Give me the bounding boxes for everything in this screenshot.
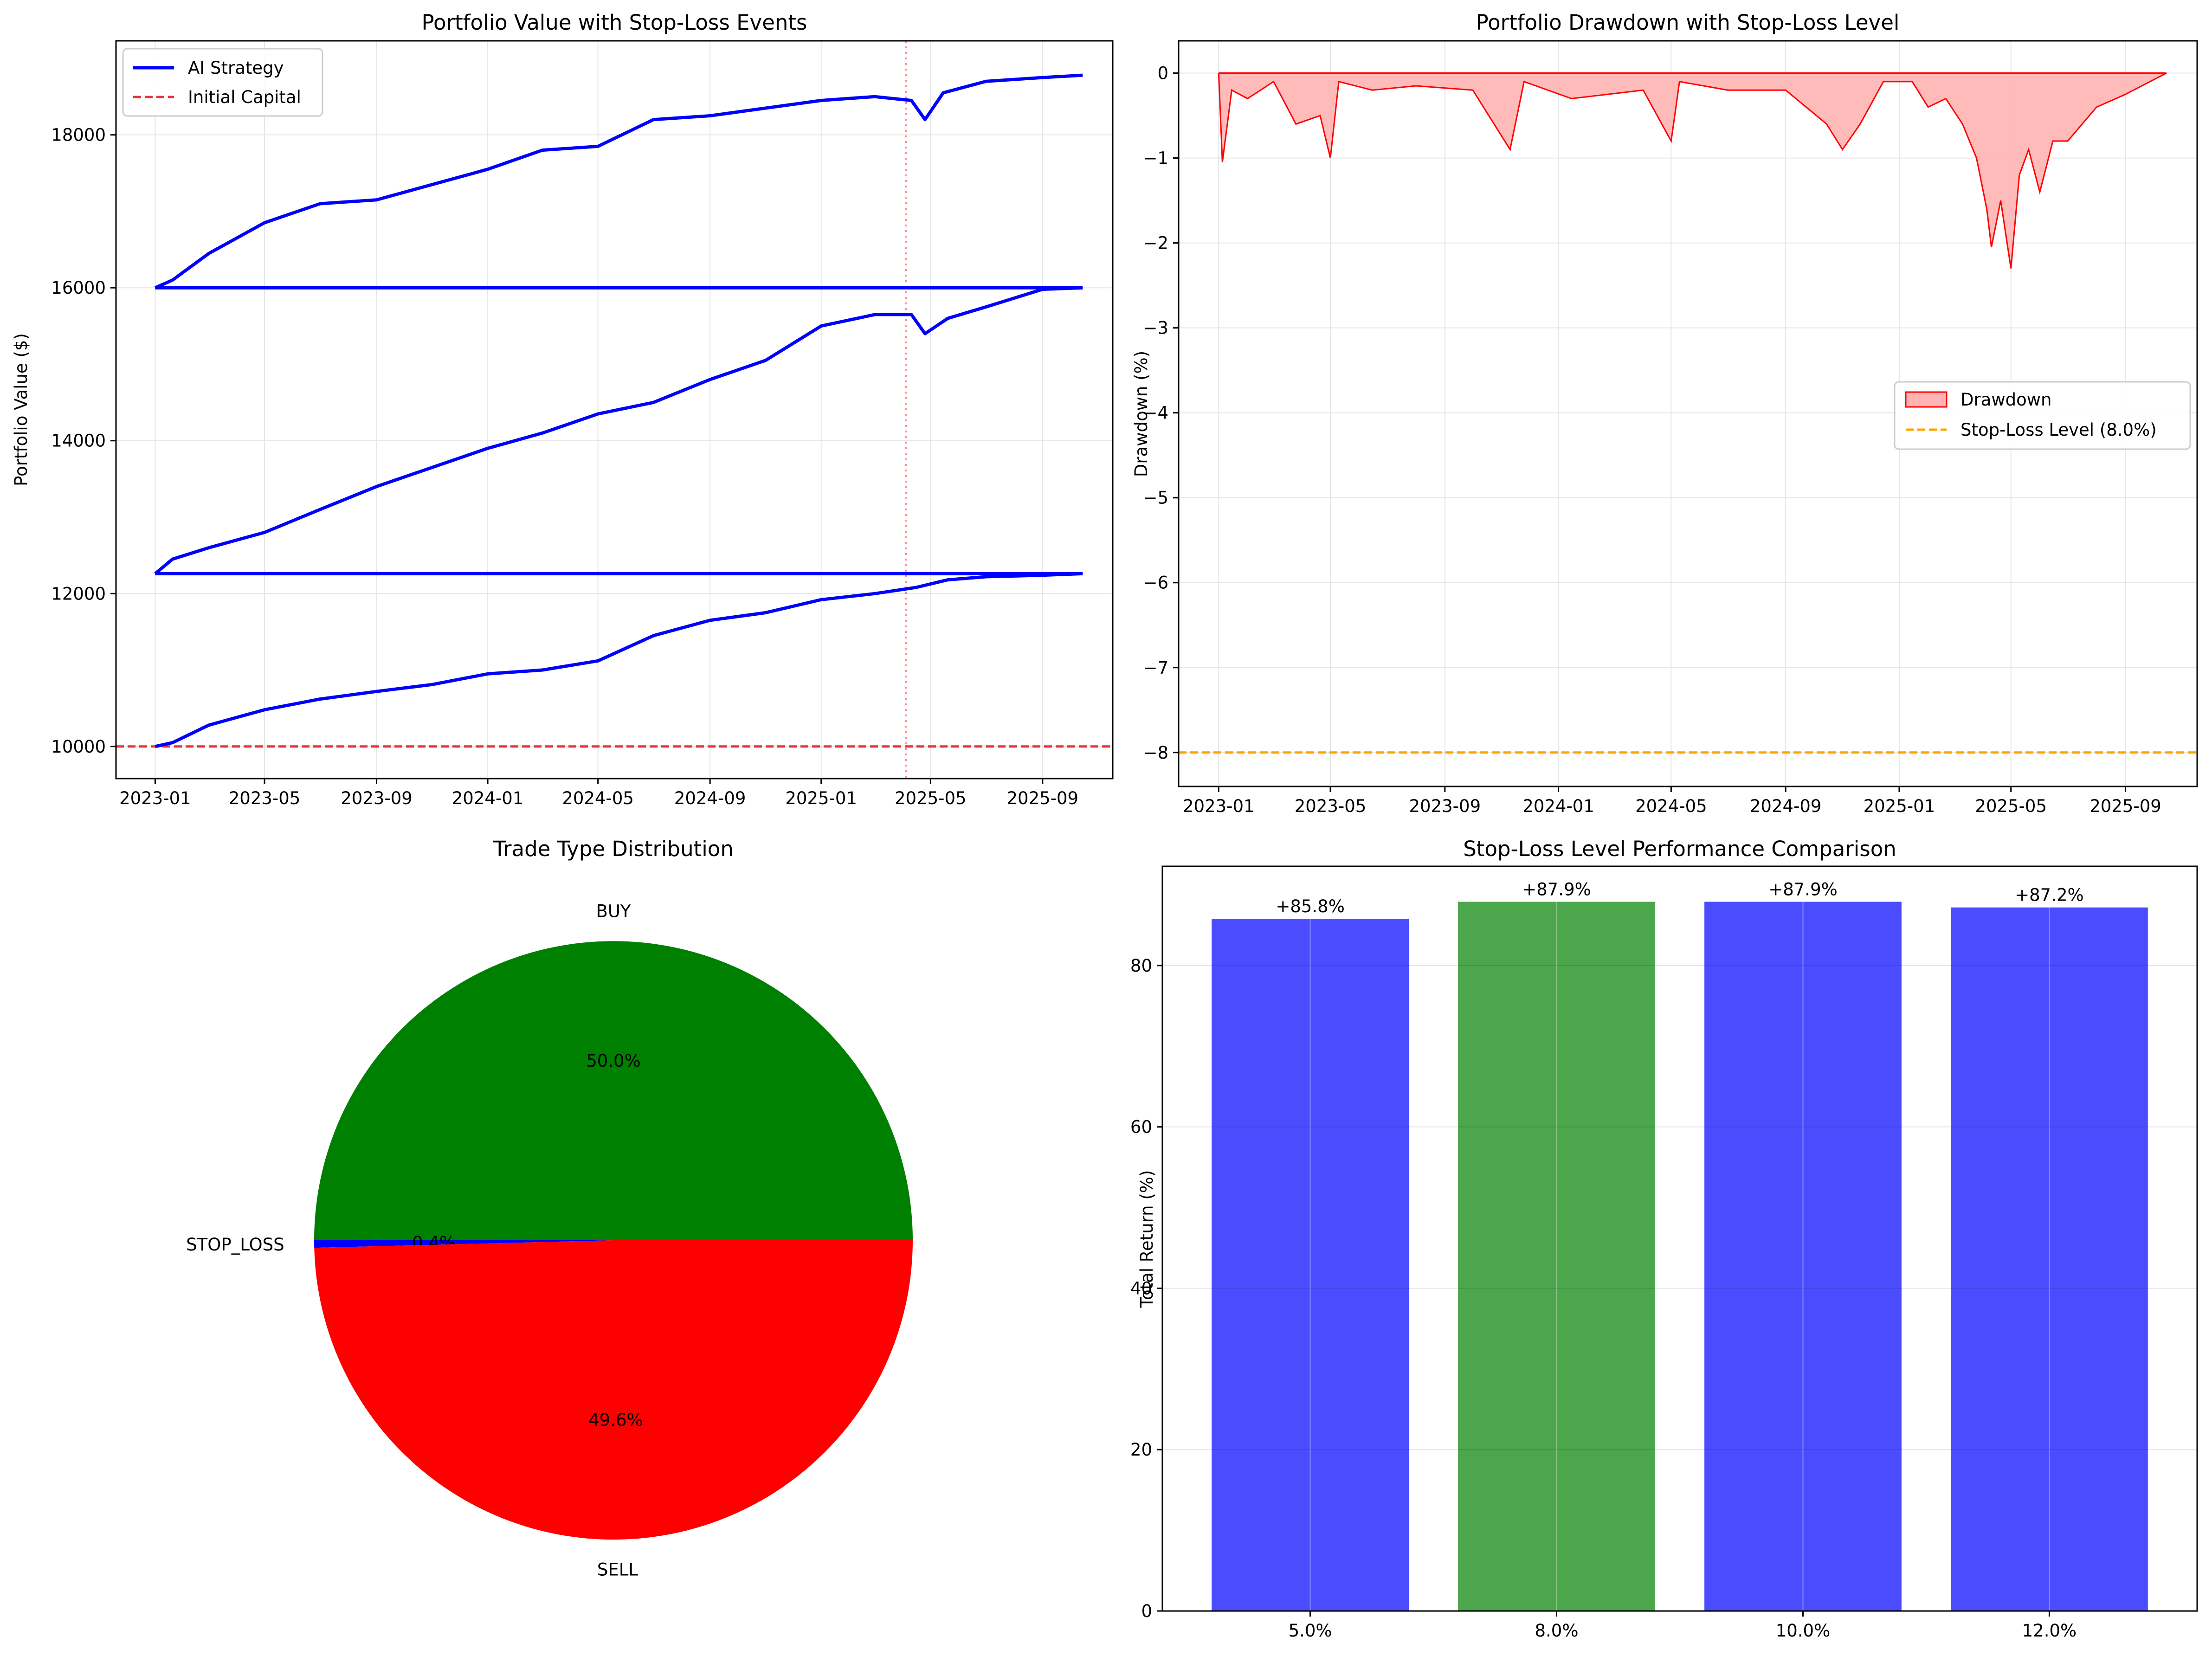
stop-loss-comparison-plot: +85.8% +87.9% +87.9% +87.2% 5.0% 8.0% 10.0% 12… xyxy=(1130,865,2198,1641)
y-tick-label: 12000 xyxy=(51,584,106,604)
return-y-axis-label: Total Return (%) xyxy=(1137,1170,1157,1308)
pie-slice-buy xyxy=(314,941,913,1240)
return-y-ticks: 0 20 40 60 80 xyxy=(1130,956,1162,1621)
initial-capital-legend-label: Initial Capital xyxy=(188,87,301,107)
bar-value-label: +87.9% xyxy=(1768,880,1838,900)
pie-slice-stop-loss xyxy=(314,1240,613,1248)
x-tick-label: 2024-01 xyxy=(1522,796,1594,816)
pie-label: BUY xyxy=(596,902,631,921)
drawdown-fill xyxy=(1219,73,2167,269)
ai-strategy-line xyxy=(154,73,1083,290)
x-tick-label: 10.0% xyxy=(1776,1621,1831,1641)
portfolio-value-title: Portfolio Value with Stop-Loss Events xyxy=(422,10,807,35)
x-tick-label: 2025-05 xyxy=(1975,796,2047,816)
y-tick-label: 0 xyxy=(1157,64,1168,84)
pie-slice-sell xyxy=(314,1240,913,1540)
pie-percent-label: 50.0% xyxy=(586,1051,641,1071)
x-tick-label: 8.0% xyxy=(1535,1621,1579,1641)
stop-loss-comparison-panel: +85.8% +87.9% +87.9% +87.2% 5.0% 8.0% 10.0% 12… xyxy=(1130,837,2198,1641)
x-tick-label: 2025-05 xyxy=(895,788,967,808)
x-tick-label: 2023-01 xyxy=(119,788,191,808)
drawdown-line xyxy=(1218,72,2167,269)
ai-strategy-line xyxy=(154,286,1083,575)
y-tick-label: −4 xyxy=(1143,403,1168,423)
portfolio-value-legend: AI Strategy Initial Capital xyxy=(122,48,323,117)
y-tick-label: −8 xyxy=(1143,743,1168,763)
x-tick-label: 2024-05 xyxy=(562,788,634,808)
y-tick-label: 20 xyxy=(1130,1440,1152,1460)
drawdown-y-axis-label: Drawdown (%) xyxy=(1131,351,1151,477)
x-tick-label: 2025-09 xyxy=(2089,796,2161,816)
ai-strategy-legend-label: AI Strategy xyxy=(188,58,284,78)
portfolio-value-axes-frame xyxy=(115,40,1114,780)
drawdown-legend-swatch xyxy=(1905,391,1948,408)
stop-loss-level-legend-label: Stop-Loss Level (8.0%) xyxy=(1960,420,2157,440)
drawdown-legend-label: Drawdown xyxy=(1960,390,2051,410)
portfolio-value-y-axis-label: Portfolio Value ($) xyxy=(11,333,31,486)
portfolio-value-y-ticks: 10000 12000 14000 16000 18000 xyxy=(51,125,116,757)
x-tick-label: 2023-09 xyxy=(1409,796,1481,816)
y-tick-label: −6 xyxy=(1143,573,1168,593)
y-tick-label: 0 xyxy=(1141,1601,1152,1621)
x-tick-label: 2023-05 xyxy=(1295,796,1367,816)
portfolio-value-panel: 2023-01 2023-05 2023-09 2024-01 2024-05 2024-… xyxy=(11,10,1114,808)
x-tick-label: 2025-01 xyxy=(1864,796,1935,816)
y-tick-label: 18000 xyxy=(51,125,106,145)
return-bar xyxy=(1458,902,1655,1611)
portfolio-value-x-ticks: 2023-01 2023-05 2023-09 2024-01 2024-05 2024-… xyxy=(119,779,1078,808)
drawdown-legend: Drawdown Stop-Loss Level (8.0%) xyxy=(1894,381,2191,450)
y-tick-label: 80 xyxy=(1130,956,1152,976)
bar-value-label: +87.2% xyxy=(2015,885,2084,905)
y-tick-label: −3 xyxy=(1143,318,1168,338)
return-bar xyxy=(1951,907,2148,1611)
return-x-ticks: 5.0% 8.0% 10.0% 12.0% xyxy=(1289,1611,2077,1641)
x-tick-label: 2023-09 xyxy=(341,788,413,808)
drawdown-panel: 2023-01 2023-05 2023-09 2024-01 2024-05 2024-… xyxy=(1131,10,2198,816)
y-tick-label: 10000 xyxy=(51,737,106,757)
pie-label: SELL xyxy=(597,1559,638,1579)
y-tick-label: −5 xyxy=(1143,488,1168,508)
y-tick-label: −2 xyxy=(1143,233,1168,253)
y-tick-label: 16000 xyxy=(51,278,106,298)
drawdown-area xyxy=(1218,72,2167,269)
y-tick-label: 60 xyxy=(1130,1117,1152,1137)
trade-type-panel: Trade Type Distribution BUY 50.0% STOP_LOS… xyxy=(186,837,913,1579)
y-tick-label: −7 xyxy=(1143,658,1168,678)
drawdown-y-ticks: 0 −1 −2 −3 −4 −5 −6 −7 −8 xyxy=(1143,64,1179,763)
portfolio-value-plot: 2023-01 2023-05 2023-09 2024-01 2024-05 2024-… xyxy=(51,40,1114,808)
x-tick-label: 2024-09 xyxy=(674,788,746,808)
x-tick-label: 2025-09 xyxy=(1007,788,1079,808)
return-bar xyxy=(1212,919,1409,1611)
drawdown-x-ticks: 2023-01 2023-05 2023-09 2024-01 2024-05 2024-… xyxy=(1183,786,2161,816)
trade-type-title: Trade Type Distribution xyxy=(493,837,734,861)
bar-value-label: +85.8% xyxy=(1276,896,1345,916)
x-tick-label: 2025-01 xyxy=(785,788,857,808)
x-tick-label: 2024-09 xyxy=(1750,796,1822,816)
ai-strategy-series xyxy=(154,73,1083,748)
x-tick-label: 5.0% xyxy=(1289,1621,1332,1641)
return-bars: +85.8% +87.9% +87.9% +87.2% xyxy=(1212,880,2148,1611)
portfolio-value-legend-frame xyxy=(122,48,323,117)
pie-percent-label: 49.6% xyxy=(588,1410,643,1430)
bar-value-label: +87.9% xyxy=(1522,880,1591,900)
y-tick-label: 14000 xyxy=(51,431,106,451)
drawdown-plot: 2023-01 2023-05 2023-09 2024-01 2024-05 2024-… xyxy=(1143,40,2198,816)
y-tick-label: −1 xyxy=(1143,148,1168,168)
return-bar xyxy=(1704,902,1902,1611)
x-tick-label: 12.0% xyxy=(2022,1621,2077,1641)
x-tick-label: 2024-05 xyxy=(1635,796,1707,816)
x-tick-label: 2023-01 xyxy=(1183,796,1255,816)
pie-label: STOP_LOSS xyxy=(186,1235,284,1255)
drawdown-legend-frame xyxy=(1894,381,2191,450)
x-tick-label: 2024-01 xyxy=(452,788,524,808)
stop-loss-comparison-axes-frame xyxy=(1161,865,2198,1612)
y-tick-label: 40 xyxy=(1130,1278,1152,1298)
x-tick-label: 2023-05 xyxy=(229,788,301,808)
drawdown-axes-frame xyxy=(1178,40,2198,787)
stop-loss-comparison-title: Stop-Loss Level Performance Comparison xyxy=(1463,837,1896,861)
ai-strategy-line xyxy=(155,572,1083,748)
drawdown-title: Portfolio Drawdown with Stop-Loss Level xyxy=(1476,10,1900,35)
